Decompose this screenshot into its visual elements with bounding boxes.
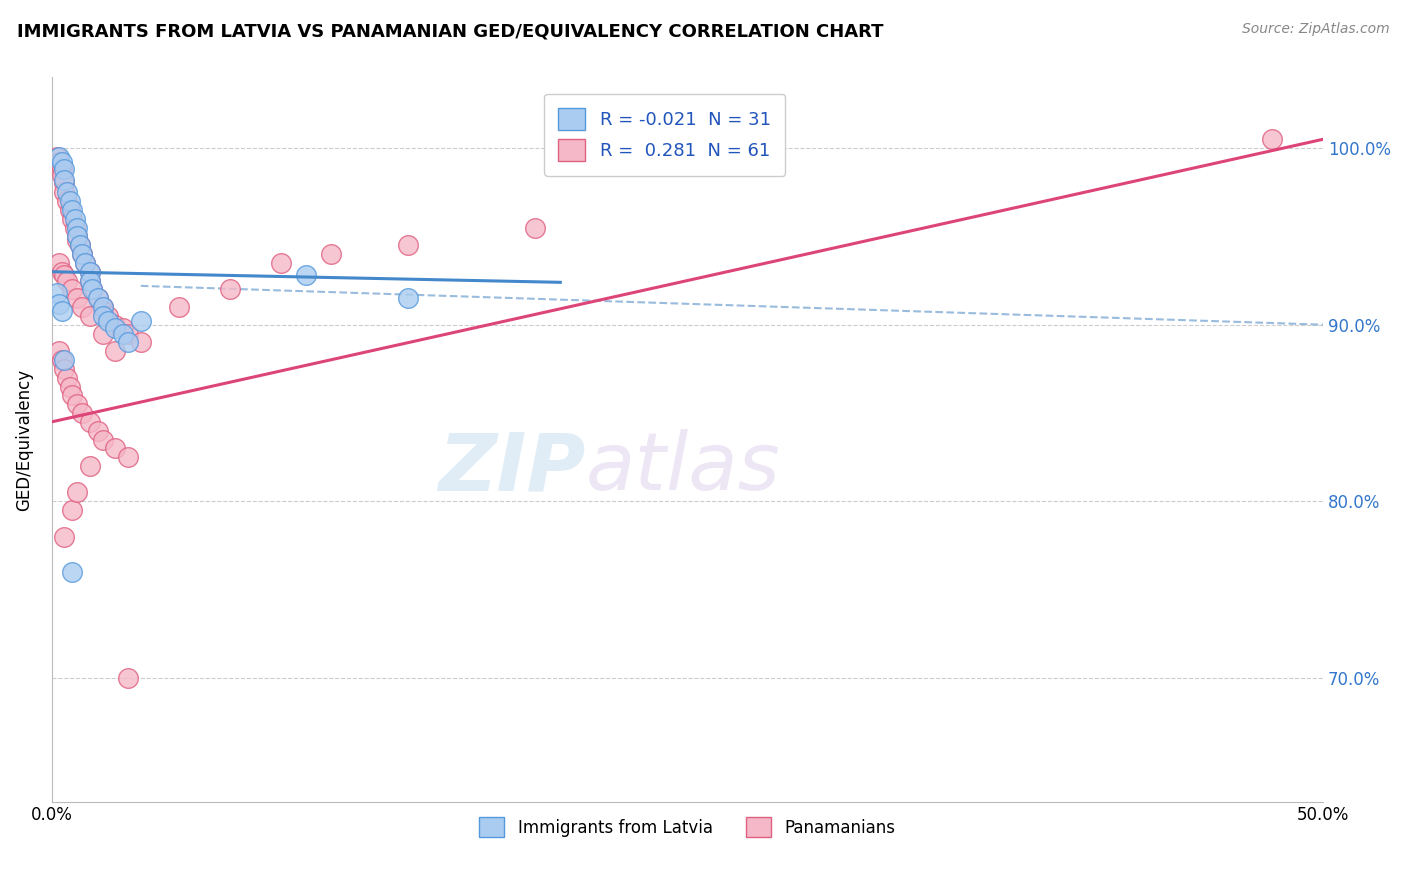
Point [51, 303, 73, 318]
Point [51, 265, 73, 279]
Point [72, 247, 94, 261]
Point [91, 300, 114, 314]
Point [82, 282, 104, 296]
Point [91, 433, 114, 447]
Point [56, 274, 79, 288]
Point [270, 256, 292, 270]
Point [53, 186, 76, 200]
Point [45, 150, 67, 164]
Point [86, 424, 108, 438]
Point [66, 291, 89, 305]
Point [97, 309, 120, 323]
Point [58, 379, 80, 393]
Point [72, 247, 94, 261]
Point [63, 211, 86, 226]
Point [1261, 132, 1284, 146]
Point [53, 268, 76, 283]
Point [91, 303, 114, 318]
Point [69, 238, 91, 252]
Point [104, 442, 127, 456]
Point [91, 326, 114, 341]
Point [523, 220, 546, 235]
Text: IMMIGRANTS FROM LATVIA VS PANAMANIAN GED/EQUIVALENCY CORRELATION CHART: IMMIGRANTS FROM LATVIA VS PANAMANIAN GED… [17, 22, 883, 40]
Point [91, 309, 114, 323]
Point [60, 282, 83, 296]
Point [48, 344, 70, 359]
Point [53, 530, 76, 544]
Point [60, 503, 83, 517]
Text: ZIP: ZIP [439, 429, 586, 508]
Point [117, 335, 139, 350]
Point [69, 238, 91, 252]
Point [48, 150, 70, 164]
Point [60, 211, 83, 226]
Point [72, 406, 94, 420]
Point [104, 318, 127, 332]
Point [48, 296, 70, 310]
Point [167, 300, 190, 314]
Point [129, 314, 152, 328]
Point [79, 458, 101, 473]
Text: atlas: atlas [586, 429, 780, 508]
Text: Source: ZipAtlas.com: Source: ZipAtlas.com [1241, 22, 1389, 37]
Point [53, 177, 76, 191]
Point [72, 300, 94, 314]
Point [117, 326, 139, 341]
Point [66, 220, 89, 235]
Point [66, 397, 89, 411]
Point [396, 291, 419, 305]
Y-axis label: GED/Equivalency: GED/Equivalency [15, 368, 32, 510]
Point [56, 194, 79, 208]
Point [51, 353, 73, 368]
Point [79, 265, 101, 279]
Point [91, 300, 114, 314]
Point [79, 265, 101, 279]
Point [45, 285, 67, 300]
Point [58, 194, 80, 208]
Point [111, 321, 134, 335]
Point [51, 155, 73, 169]
Point [79, 274, 101, 288]
Point [321, 247, 343, 261]
Point [58, 202, 80, 217]
Point [129, 335, 152, 350]
Point [218, 282, 240, 296]
Point [73, 256, 96, 270]
Point [97, 314, 120, 328]
Point [66, 233, 89, 247]
Point [56, 370, 79, 384]
Point [117, 671, 139, 685]
Point [79, 415, 101, 429]
Point [60, 565, 83, 579]
Point [66, 229, 89, 244]
Point [396, 238, 419, 252]
Point [66, 485, 89, 500]
Point [79, 274, 101, 288]
Point [86, 291, 108, 305]
Point [53, 173, 76, 187]
Point [53, 353, 76, 368]
Point [48, 155, 70, 169]
Point [73, 256, 96, 270]
Point [111, 326, 134, 341]
Point [53, 162, 76, 177]
Point [48, 256, 70, 270]
Legend: Immigrants from Latvia, Panamanians: Immigrants from Latvia, Panamanians [472, 810, 903, 844]
Point [53, 362, 76, 376]
Point [56, 186, 79, 200]
Point [66, 229, 89, 244]
Point [63, 220, 86, 235]
Point [51, 162, 73, 177]
Point [51, 168, 73, 182]
Point [60, 388, 83, 402]
Point [295, 268, 318, 283]
Point [82, 282, 104, 296]
Point [60, 202, 83, 217]
Point [117, 450, 139, 465]
Point [86, 291, 108, 305]
Point [79, 309, 101, 323]
Point [104, 344, 127, 359]
Point [104, 321, 127, 335]
